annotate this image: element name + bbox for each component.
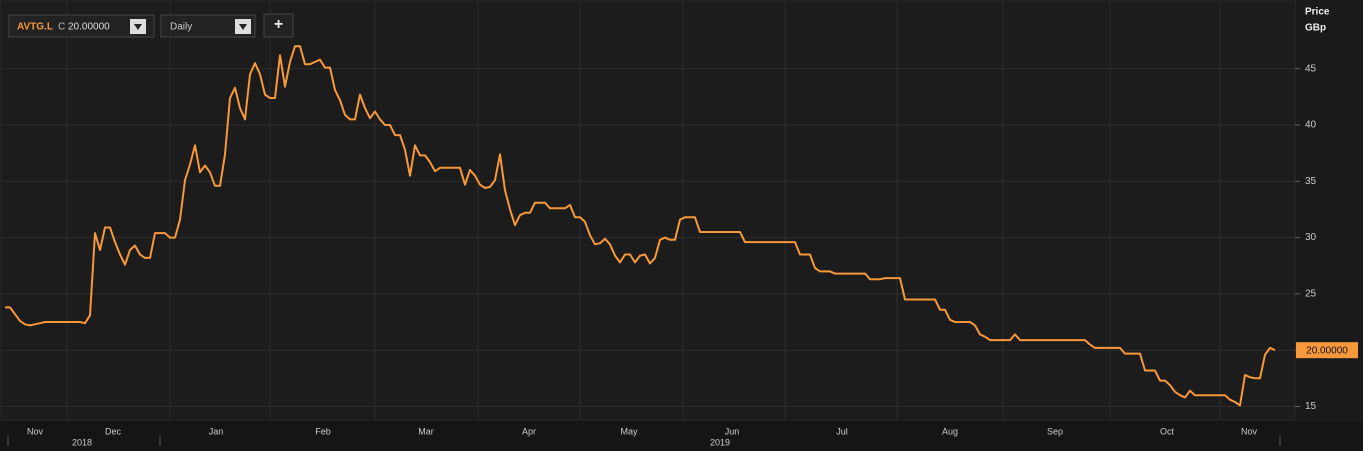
year-label: 2019 (710, 437, 730, 447)
y-tick-label: 35 (1305, 176, 1317, 187)
x-tick-label: Jul (836, 426, 848, 436)
y-tick-label: 45 (1305, 63, 1317, 74)
x-axis-bar (0, 421, 1363, 451)
symbol-box[interactable] (8, 14, 155, 38)
interval-box[interactable] (160, 14, 256, 38)
x-tick-label: Mar (418, 426, 434, 436)
year-label: 2018 (72, 437, 92, 447)
y-tick-label: 30 (1305, 232, 1317, 243)
price-tag-label: 20.00000 (1306, 345, 1348, 356)
x-tick-label: May (620, 426, 638, 436)
toolbar: AVTG.L C 20.00000 Daily + (8, 13, 294, 38)
x-tick-label: Apr (522, 426, 536, 436)
grid (1, 1, 1295, 420)
add-label: + (274, 16, 283, 33)
x-tick-label: Dec (105, 426, 122, 436)
y-axis-label: Price (1305, 7, 1330, 18)
close-prefix: C (58, 22, 65, 33)
x-tick-label: Nov (1241, 426, 1258, 436)
dropdown-arrow (239, 24, 247, 30)
y-tick-label: 15 (1305, 401, 1317, 412)
y-axis-label: GBp (1305, 23, 1326, 34)
interval: Daily (170, 22, 192, 33)
x-tick-label: Oct (1160, 426, 1175, 436)
price-tag (1296, 342, 1358, 359)
dropdown-arrow (134, 24, 142, 30)
x-tick-label: Aug (942, 426, 958, 436)
close-price: 20.00000 (68, 22, 110, 33)
plot (5, 45, 1276, 407)
x-tick-label: Jun (725, 426, 740, 436)
y-tick-label: 40 (1305, 120, 1317, 131)
x-tick-label: Jan (209, 426, 224, 436)
x-tick-label: Sep (1047, 426, 1063, 436)
x-tick-label: Nov (27, 426, 44, 436)
y-tick-label: 25 (1305, 289, 1317, 300)
x-tick-label: Feb (315, 426, 331, 436)
add-button[interactable] (263, 13, 294, 38)
symbol: AVTG.L (17, 22, 53, 33)
price-line (5, 45, 1276, 407)
plot-area (0, 0, 1296, 421)
